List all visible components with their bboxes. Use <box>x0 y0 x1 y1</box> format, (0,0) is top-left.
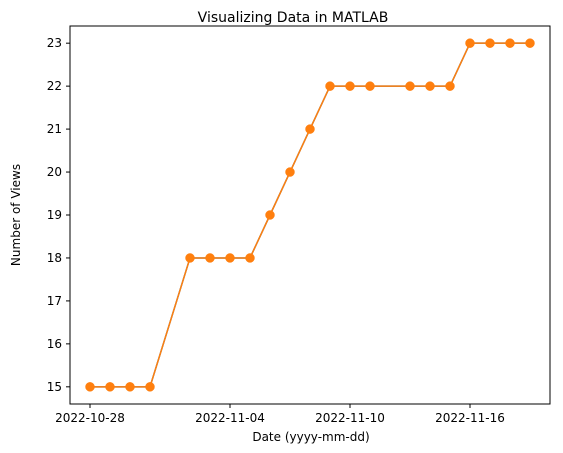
x-tick-label: 2022-11-04 <box>195 411 265 425</box>
data-point <box>265 210 275 220</box>
y-tick-label: 19 <box>47 208 62 222</box>
axes-frame <box>69 25 551 405</box>
data-point <box>505 38 515 48</box>
data-point <box>125 382 135 392</box>
data-point <box>85 382 95 392</box>
data-point <box>305 124 315 134</box>
y-tick-label: 22 <box>47 79 62 93</box>
y-axis: 15 16 17 18 19 20 21 22 23 <box>47 36 70 394</box>
y-tick-label: 15 <box>47 380 62 394</box>
y-tick-label: 17 <box>47 294 62 308</box>
data-point <box>405 81 415 91</box>
x-axis: 2022-10-28 2022-11-04 2022-11-10 2022-11-16 <box>55 404 505 425</box>
data-point <box>145 382 155 392</box>
y-tick-label: 18 <box>47 251 62 265</box>
plot-area <box>85 38 535 392</box>
y-axis-label: Number of Views <box>9 164 23 266</box>
data-point <box>465 38 475 48</box>
series-0-line <box>90 42 530 388</box>
data-point <box>105 382 115 392</box>
data-point <box>245 253 255 263</box>
x-tick-label: 2022-11-16 <box>435 411 505 425</box>
x-tick-label: 2022-11-10 <box>315 411 385 425</box>
data-point <box>445 81 455 91</box>
data-point <box>425 81 435 91</box>
data-point <box>185 253 195 263</box>
data-point <box>525 38 535 48</box>
data-point <box>205 253 215 263</box>
y-tick-label: 20 <box>47 165 62 179</box>
x-axis-label: Date (yyyy-mm-dd) <box>252 430 369 444</box>
x-tick-label: 2022-10-28 <box>55 411 125 425</box>
data-point <box>365 81 375 91</box>
chart-title: Visualizing Data in MATLAB <box>198 10 389 26</box>
data-point <box>485 38 495 48</box>
y-tick-label: 23 <box>47 36 62 50</box>
y-tick-label: 16 <box>47 337 62 351</box>
data-point <box>285 167 295 177</box>
series-0-base-line <box>90 42 530 388</box>
y-tick-label: 21 <box>47 122 62 136</box>
data-point <box>345 81 355 91</box>
data-point <box>325 81 335 91</box>
data-point <box>225 253 235 263</box>
